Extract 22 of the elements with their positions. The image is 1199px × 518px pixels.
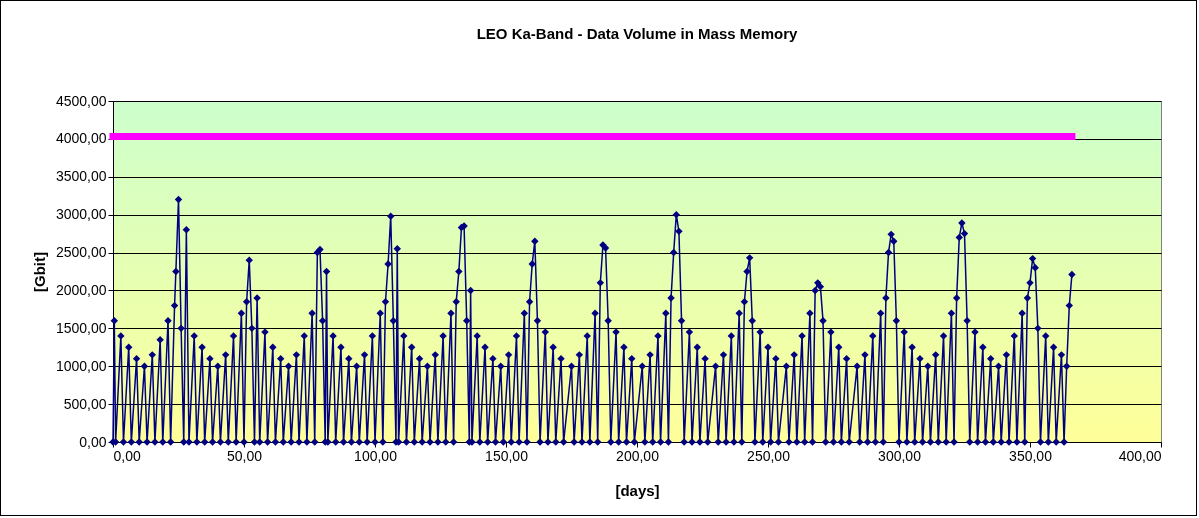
x-tick-label: 200,00 xyxy=(616,447,660,464)
y-tick-label: 1000,00 xyxy=(55,357,107,374)
y-tick-label: 2500,00 xyxy=(55,244,107,261)
y-tick-label: 3500,00 xyxy=(55,168,107,185)
x-tick-label: 400,00 xyxy=(1118,447,1162,464)
y-tick-label: 4000,00 xyxy=(55,130,107,147)
x-tick-label: 100,00 xyxy=(354,447,398,464)
y-tick-label: 500,00 xyxy=(63,395,107,412)
y-tick-label: 3000,00 xyxy=(55,206,107,223)
x-tick-label: 300,00 xyxy=(878,447,922,464)
y-tick-label: 4500,00 xyxy=(55,92,107,109)
y-tick-label: 1500,00 xyxy=(55,319,107,336)
x-tick-label: 50,00 xyxy=(226,447,263,464)
x-axis-title: [days] xyxy=(615,481,660,499)
x-tick-label: 350,00 xyxy=(1009,447,1053,464)
x-tick-label: 150,00 xyxy=(485,447,529,464)
y-axis-title: [Gbit] xyxy=(30,252,48,292)
y-tick-label: 0,00 xyxy=(79,433,107,450)
x-tick-label: 250,00 xyxy=(747,447,791,464)
y-tick-label: 2000,00 xyxy=(55,281,107,298)
x-tick-label: 0,00 xyxy=(113,447,141,464)
chart-title: LEO Ka-Band - Data Volume in Mass Memory xyxy=(476,25,798,42)
